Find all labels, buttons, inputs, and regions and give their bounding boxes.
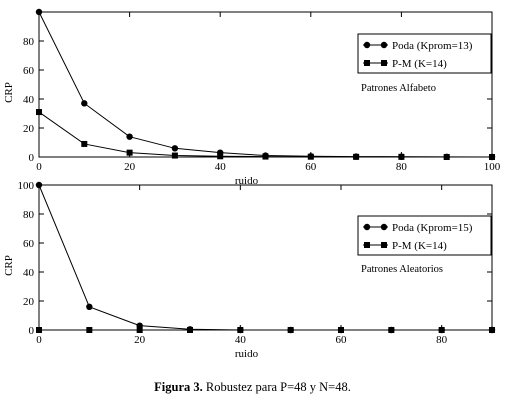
data-point bbox=[438, 327, 445, 333]
plot-frame bbox=[38, 184, 493, 331]
x-axis-label: ruido bbox=[235, 175, 259, 187]
legend-entry: P-M (K=14) bbox=[392, 240, 447, 252]
x-tick-label: 20 bbox=[124, 161, 136, 173]
series-1 bbox=[35, 181, 496, 334]
data-point bbox=[86, 303, 93, 310]
legend-marker bbox=[380, 223, 388, 231]
data-point bbox=[388, 327, 395, 333]
data-point bbox=[36, 327, 42, 333]
data-point bbox=[237, 327, 244, 333]
data-point bbox=[217, 153, 224, 160]
chart-annotation: Patrones Aleatorios bbox=[361, 264, 443, 275]
series-line bbox=[38, 184, 492, 331]
data-point bbox=[262, 153, 269, 160]
legend-box bbox=[357, 33, 492, 74]
chart-panel-2: 0 20 40 60 80 0 20 40 60 80 100 ruido CRP Poda (Kprom… bbox=[3, 180, 496, 360]
y-tick-label: 80 bbox=[23, 209, 35, 221]
legend-marker bbox=[363, 41, 371, 49]
x-tick-label: 40 bbox=[215, 161, 227, 173]
data-point bbox=[171, 152, 178, 159]
x-tick-label: 60 bbox=[336, 334, 348, 346]
x-tick-label: 0 bbox=[36, 334, 42, 346]
y-tick-label: 0 bbox=[29, 325, 35, 337]
data-point bbox=[81, 100, 88, 107]
data-point bbox=[443, 154, 450, 160]
y-tick-label: 20 bbox=[23, 123, 35, 135]
x-tick-label: 20 bbox=[134, 334, 146, 346]
y-tick-label: 60 bbox=[23, 65, 35, 77]
y-tick-label: 40 bbox=[23, 94, 35, 106]
y-tick-label: 40 bbox=[23, 267, 35, 279]
legend-entry: P-M (K=14) bbox=[392, 58, 447, 70]
y-tick-label: 0 bbox=[29, 152, 35, 164]
chart-annotation: Patrones Alfabeto bbox=[361, 83, 436, 94]
data-point bbox=[126, 133, 133, 140]
data-point bbox=[187, 327, 193, 333]
legend-box bbox=[357, 215, 492, 256]
data-point bbox=[126, 149, 133, 156]
chart-panel-1: 0 20 40 60 80 100 0 20 40 60 80 ruido CRP Poda (Kprom… bbox=[3, 8, 501, 187]
data-point bbox=[36, 109, 42, 116]
legend-marker bbox=[381, 60, 387, 66]
y-axis-label: CRP bbox=[3, 82, 15, 103]
y-tick-label: 100 bbox=[18, 180, 35, 192]
data-point bbox=[171, 145, 179, 152]
legend-marker bbox=[380, 41, 388, 49]
data-point bbox=[353, 153, 360, 160]
caption-text: Robustez para P=48 y N=48. bbox=[202, 380, 351, 394]
legend-marker bbox=[363, 223, 371, 231]
legend-marker bbox=[364, 242, 370, 248]
series-line bbox=[38, 111, 492, 158]
data-point bbox=[136, 327, 143, 333]
y-axis-label: CRP bbox=[3, 255, 15, 276]
y-tick-label: 80 bbox=[23, 36, 35, 48]
x-tick-label: 60 bbox=[305, 161, 317, 173]
data-point bbox=[86, 327, 93, 333]
data-point bbox=[287, 327, 294, 333]
legend-marker bbox=[364, 60, 370, 66]
legend: Poda (Kprom=13) P-M (K=14) bbox=[357, 33, 492, 74]
data-point bbox=[489, 327, 495, 333]
data-point bbox=[338, 327, 344, 333]
x-tick-label: 0 bbox=[36, 161, 42, 173]
y-tick-label: 60 bbox=[23, 238, 35, 250]
series-2 bbox=[36, 109, 495, 160]
legend: Poda (Kprom=15) P-M (K=14) bbox=[357, 215, 492, 256]
data-point bbox=[489, 154, 495, 160]
data-point bbox=[35, 8, 43, 16]
data-point bbox=[398, 153, 405, 160]
series-2 bbox=[36, 327, 495, 333]
y-tick-label: 20 bbox=[23, 296, 35, 308]
caption-label: Figura 3. bbox=[154, 380, 203, 394]
x-tick-label: 100 bbox=[484, 161, 501, 173]
data-point bbox=[35, 181, 43, 189]
x-tick-label: 80 bbox=[436, 334, 448, 346]
legend-entry: Poda (Kprom=15) bbox=[392, 222, 473, 234]
data-point bbox=[81, 140, 88, 147]
data-point bbox=[307, 153, 314, 160]
legend-marker bbox=[381, 242, 387, 248]
x-tick-label: 40 bbox=[235, 334, 247, 346]
x-tick-label: 80 bbox=[396, 161, 408, 173]
legend-entry: Poda (Kprom=13) bbox=[392, 40, 473, 52]
x-axis-label: ruido bbox=[235, 348, 259, 360]
figure-caption: Figura 3. Robustez para P=48 y N=48. bbox=[0, 380, 505, 395]
